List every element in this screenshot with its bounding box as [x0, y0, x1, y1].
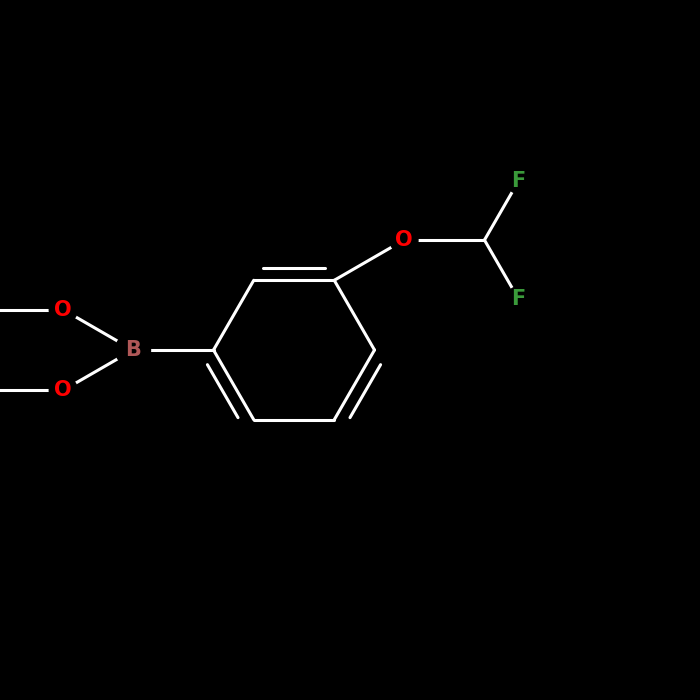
Circle shape	[506, 287, 531, 312]
Text: O: O	[55, 380, 72, 400]
Text: F: F	[512, 289, 526, 309]
Text: O: O	[55, 300, 72, 320]
Circle shape	[116, 332, 150, 368]
Text: O: O	[395, 230, 413, 250]
Circle shape	[49, 377, 77, 405]
Circle shape	[390, 226, 418, 254]
Circle shape	[49, 295, 77, 323]
Text: F: F	[512, 171, 526, 191]
Text: B: B	[125, 340, 141, 360]
Circle shape	[506, 168, 531, 193]
